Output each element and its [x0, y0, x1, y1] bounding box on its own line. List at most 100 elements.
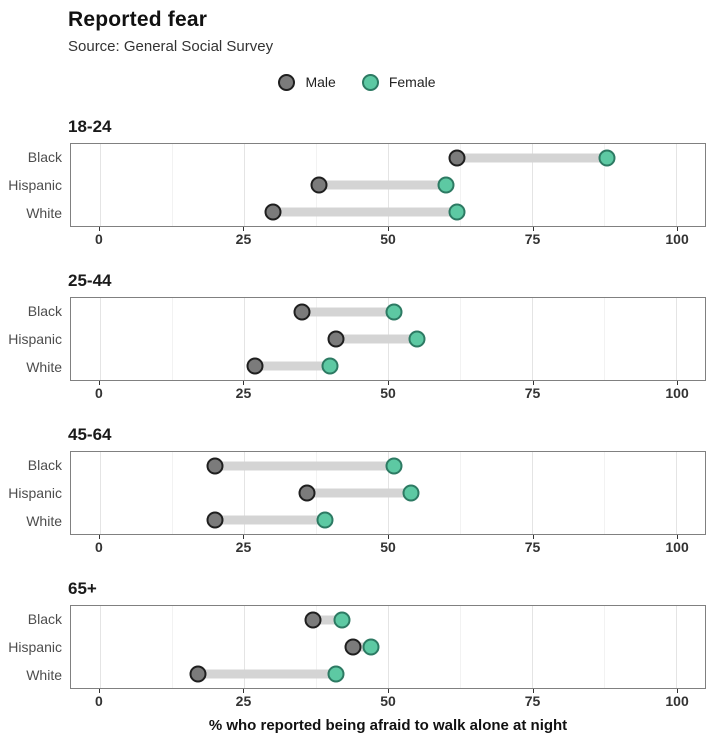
x-tick-mark [243, 227, 245, 231]
x-tick-mark [98, 381, 100, 385]
connector-bar [336, 334, 417, 344]
minor-gridline [171, 144, 173, 226]
major-gridline [99, 606, 101, 688]
facet: 45-64 Black Hispanic White 0 25 50 75 100 [0, 425, 714, 557]
male-dot [310, 176, 328, 194]
dumbbell-row [71, 352, 705, 380]
x-tick-label: 0 [95, 231, 103, 247]
dumbbell-row [71, 606, 705, 634]
connector-bar [197, 669, 337, 679]
connector-bar [313, 615, 342, 625]
minor-gridline [460, 452, 462, 534]
y-axis-label: White [26, 667, 62, 683]
x-tick-label: 100 [665, 539, 689, 555]
major-gridline [676, 606, 678, 688]
major-gridline [532, 606, 534, 688]
minor-gridline [171, 606, 173, 688]
x-tick-label: 25 [235, 539, 252, 555]
male-swatch-icon [278, 73, 296, 91]
x-tick-label: 50 [380, 539, 396, 555]
x-tick-mark [98, 535, 100, 539]
female-dot [402, 484, 420, 502]
facet: 65+ Black Hispanic White 0 25 50 75 100 [0, 579, 714, 711]
male-dot [327, 330, 345, 348]
dumbbell-row [71, 198, 705, 226]
plot-panel [70, 143, 706, 227]
minor-gridline [604, 452, 606, 534]
dumbbell-row [71, 506, 705, 534]
x-tick-label: 100 [665, 231, 689, 247]
x-tick-label: 25 [235, 693, 252, 709]
chart-header: Reported fear Source: General Social Sur… [0, 8, 714, 55]
facet: 18-24 Black Hispanic White 0 25 50 75 100 [0, 117, 714, 249]
legend-item-female: Female [361, 73, 436, 91]
plot-panel [70, 605, 706, 689]
connector-bar [255, 361, 331, 371]
y-axis-label: White [26, 359, 62, 375]
major-gridline [99, 144, 101, 226]
dumbbell-row [71, 633, 705, 661]
connector-bar [301, 307, 394, 317]
facet-title: 45-64 [68, 425, 112, 444]
female-dot [598, 149, 616, 167]
female-dot [362, 638, 380, 656]
y-axis-label: White [26, 205, 62, 221]
connector-bar [272, 207, 458, 217]
plot-panel [70, 451, 706, 535]
x-tick-label: 75 [524, 693, 541, 709]
connector-bar [318, 180, 446, 190]
male-dot [264, 203, 282, 221]
female-dot [327, 665, 345, 683]
dumbbell-row [71, 325, 705, 353]
male-dot [304, 611, 322, 629]
female-dot [385, 303, 403, 321]
x-axis: 0 25 50 75 100 [70, 689, 706, 711]
major-gridline [676, 298, 678, 380]
major-gridline [243, 452, 245, 534]
x-tick-mark [243, 535, 245, 539]
dumbbell-row [71, 171, 705, 199]
x-tick-label: 100 [665, 385, 689, 401]
page-title: Reported fear [68, 8, 208, 31]
female-dot [408, 330, 426, 348]
female-dot [437, 176, 455, 194]
female-dot [385, 457, 403, 475]
x-tick-label: 50 [380, 231, 396, 247]
x-tick-mark [388, 689, 389, 693]
connector-bar [457, 153, 607, 163]
x-tick-mark [677, 381, 679, 385]
male-dot [298, 484, 316, 502]
major-gridline [532, 298, 534, 380]
female-dot [448, 203, 466, 221]
male-dot [206, 457, 224, 475]
y-axis-label: Black [27, 611, 62, 627]
minor-gridline [460, 298, 462, 380]
y-axis-label: White [26, 513, 62, 529]
female-dot [316, 511, 334, 529]
x-tick-label: 25 [235, 385, 252, 401]
y-axis-label: Black [27, 303, 62, 319]
major-gridline [676, 452, 678, 534]
y-axis-label: Black [27, 457, 62, 473]
x-tick-label: 75 [524, 539, 541, 555]
major-gridline [99, 298, 101, 380]
female-swatch-icon [361, 73, 379, 91]
major-gridline [243, 298, 245, 380]
x-tick-mark [243, 689, 245, 693]
x-tick-mark [677, 535, 679, 539]
x-tick-label: 0 [95, 385, 103, 401]
facet-title: 25-44 [68, 271, 112, 290]
x-tick-label: 75 [524, 385, 541, 401]
x-tick-mark [388, 381, 389, 385]
major-gridline [243, 606, 245, 688]
minor-gridline [315, 606, 317, 688]
y-axis-label: Hispanic [8, 485, 62, 501]
page-subtitle: Source: General Social Survey [68, 38, 274, 55]
male-dot [246, 357, 264, 375]
minor-gridline [171, 298, 173, 380]
facet-title: 65+ [68, 579, 97, 598]
male-dot [206, 511, 224, 529]
major-gridline [388, 606, 389, 688]
minor-gridline [460, 606, 462, 688]
